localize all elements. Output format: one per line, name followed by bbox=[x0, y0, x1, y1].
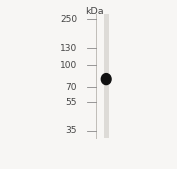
Text: 70: 70 bbox=[65, 82, 77, 92]
Bar bbox=[104, 14, 109, 138]
Ellipse shape bbox=[101, 74, 111, 85]
Text: 130: 130 bbox=[60, 44, 77, 53]
Text: kDa: kDa bbox=[85, 7, 104, 16]
Text: 35: 35 bbox=[65, 126, 77, 136]
Text: 100: 100 bbox=[60, 61, 77, 70]
Text: 55: 55 bbox=[65, 98, 77, 107]
Text: 250: 250 bbox=[60, 15, 77, 24]
